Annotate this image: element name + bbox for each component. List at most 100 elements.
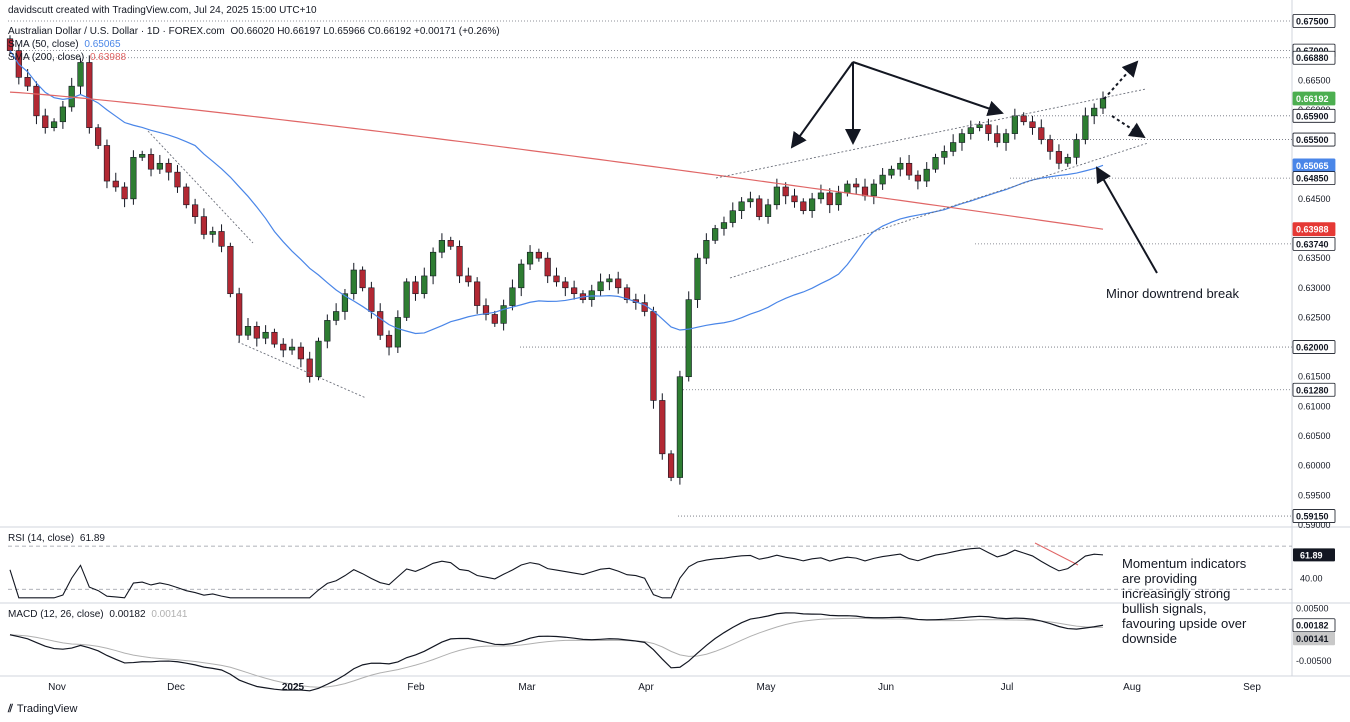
price-tag-label: 0.65900: [1296, 111, 1329, 121]
x-tick-label: Dec: [167, 682, 185, 693]
candle-body: [1002, 133, 1010, 143]
candle-body: [474, 281, 481, 306]
candle-body: [465, 275, 472, 283]
moving-averages: [9, 50, 1104, 335]
candle-body: [994, 133, 1001, 143]
candle-body: [95, 127, 102, 146]
candle-body: [156, 162, 163, 170]
candle-body: [227, 245, 234, 295]
y-tick-label: 0.59000: [1298, 520, 1331, 530]
candle-body: [429, 251, 437, 277]
candle-body: [844, 183, 851, 194]
candle-body: [412, 281, 419, 295]
candle-body: [209, 231, 216, 235]
sma50-value: 0.65065: [84, 39, 121, 50]
candle-body: [103, 145, 111, 182]
candle-body: [280, 343, 287, 351]
candle-body: [59, 106, 66, 123]
channel-lower-line: [729, 142, 1149, 279]
candle-body: [421, 275, 428, 295]
x-tick-label: Mar: [518, 682, 536, 693]
ohlc-text: O0.66020 H0.66197 L0.65966 C0.66192 +0.0…: [230, 26, 500, 37]
candle-body: [615, 278, 622, 289]
candle-body: [676, 376, 684, 478]
candle-body: [562, 281, 569, 289]
x-tick-label: Feb: [407, 682, 425, 693]
candle-body: [888, 168, 895, 176]
price-tag-label: 0.66192: [1296, 94, 1329, 104]
candle-body: [1073, 139, 1080, 158]
candle-body: [341, 293, 349, 312]
candle-body: [535, 251, 542, 259]
tradingview-brand: TradingView: [16, 703, 78, 715]
price-tag-label: 0.63740: [1296, 239, 1329, 249]
candle-body: [359, 269, 366, 289]
candle-body: [139, 154, 146, 158]
candle-body: [482, 305, 490, 315]
price-tag-box: [1292, 132, 1336, 147]
y-tick-label: 0.63000: [1298, 283, 1331, 293]
candle-body: [324, 320, 331, 342]
candle-body: [121, 186, 128, 200]
candle-body: [271, 331, 278, 345]
price-tag-box: [1292, 509, 1336, 523]
signal-line: [9, 617, 1104, 688]
candle-body: [288, 346, 296, 351]
candle-body: [385, 334, 393, 348]
tradingview-footer[interactable]: ⫽ TradingView: [8, 703, 77, 716]
candle-body: [544, 257, 551, 277]
candle-body: [377, 311, 384, 336]
candle-body: [835, 192, 842, 206]
candle-body: [826, 192, 833, 206]
candle-body: [756, 198, 763, 217]
price-tag-box: [1292, 108, 1336, 123]
arrow-to-high-1: [790, 61, 854, 149]
sma50-label: SMA (50, close): [8, 39, 79, 50]
candle-body: [33, 85, 40, 117]
price-tag-label: 0.62000: [1296, 343, 1329, 353]
candle-body: [183, 186, 190, 206]
candle-body: [447, 240, 454, 247]
price-tag-label: 0.64850: [1296, 174, 1329, 184]
price-tag-box: [1292, 237, 1336, 251]
x-tick-label: Apr: [638, 682, 654, 693]
x-tick-label: May: [757, 682, 776, 693]
candle-body: [403, 281, 410, 318]
price-axis: 0.665000.660000.655000.645000.635000.630…: [1292, 14, 1336, 530]
macd-tick-label: -0.00500: [1296, 656, 1332, 666]
price-tag-label: 0.63988: [1296, 225, 1329, 235]
dotted-arrow-up: [1103, 60, 1139, 100]
candle-body: [905, 162, 913, 176]
candle-body: [571, 287, 578, 295]
trend-drawings: [147, 60, 1158, 566]
candle-body: [685, 299, 692, 378]
candle-body: [368, 287, 375, 312]
candle-body: [729, 210, 736, 223]
macd-legend[interactable]: MACD (12, 26, close) 0.00182 0.00141: [8, 609, 187, 620]
candle-body: [958, 133, 966, 143]
candle-body: [817, 192, 825, 200]
candle-body: [526, 251, 534, 265]
indicator-panes: 40.00 61.89 0.00500 -0.00500 0.00182 0.00141: [8, 545, 1336, 692]
x-tick-label: Jul: [1001, 682, 1014, 693]
sma50-legend[interactable]: SMA (50, close) 0.65065: [8, 39, 121, 50]
price-tag-label: 0.65065: [1296, 161, 1329, 171]
y-tick-label: 0.60000: [1298, 461, 1331, 471]
rsi-legend[interactable]: RSI (14, close) 61.89: [8, 533, 105, 544]
sma200-legend[interactable]: SMA (200, close) 0.63988: [8, 52, 126, 63]
y-tick-label: 0.59500: [1298, 490, 1331, 500]
candle-body: [165, 162, 172, 173]
signal-tag-box: [1293, 632, 1335, 646]
candle-body: [597, 281, 604, 292]
candle-body: [897, 162, 904, 170]
candle-body: [791, 195, 798, 203]
price-tag-box: [1292, 222, 1336, 237]
candle-body: [1064, 157, 1071, 164]
rsi-title: RSI (14, close): [8, 533, 75, 544]
dotted-arrow-down: [1111, 115, 1146, 139]
y-tick-label: 0.66500: [1298, 75, 1331, 85]
macd-tag-label: 0.00182: [1296, 621, 1329, 631]
candle-body: [588, 290, 595, 300]
y-tick-label: 0.61500: [1298, 372, 1331, 382]
candle-body: [297, 346, 304, 360]
